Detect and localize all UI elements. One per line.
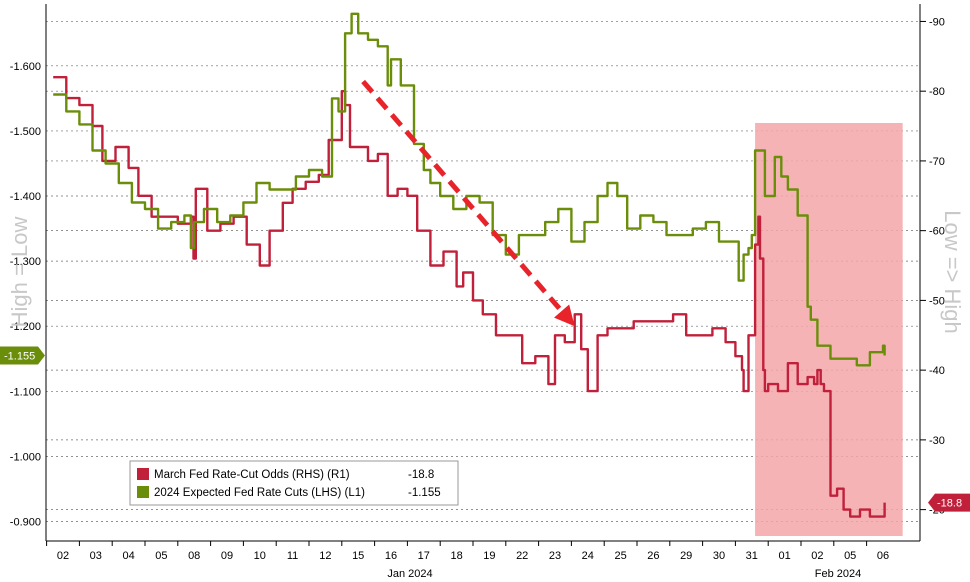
x-tick-label: 02 (811, 550, 823, 562)
highlight-region (755, 123, 903, 536)
gridlines (46, 21, 920, 522)
right-last-value-tag: -18.8 (928, 493, 970, 512)
x-tick-label: 29 (680, 550, 692, 562)
x-tick-label: 09 (221, 550, 233, 562)
x-tick-label: 26 (647, 550, 659, 562)
legend-value-expected-cuts: -1.155 (408, 487, 441, 499)
right-tick-label: -50 (929, 295, 945, 307)
month-label-feb: Feb 2024 (815, 568, 861, 580)
x-tick-label: 01 (778, 550, 790, 562)
x-tick-label: 31 (746, 550, 758, 562)
legend-value-march-odds: -18.8 (408, 469, 434, 481)
x-tick-label: 16 (385, 550, 397, 562)
x-tick-label: 15 (352, 550, 364, 562)
x-tick-label: 22 (516, 550, 528, 562)
left-tick-label: -1.300 (10, 256, 41, 268)
x-tick-label: 19 (483, 550, 495, 562)
trend-arrow (361, 79, 575, 327)
left-last-value-tag: -1.155 (0, 346, 45, 365)
x-tick-label: 25 (614, 550, 626, 562)
left-tick-label: -1.000 (10, 451, 41, 463)
left-tick-label: -1.600 (10, 61, 41, 73)
left-tag-value: -1.155 (4, 350, 35, 362)
x-tick-label: 02 (57, 550, 69, 562)
x-tick-label: 05 (844, 550, 856, 562)
right-side-label: Low => High (940, 210, 965, 334)
left-tick-label: -1.500 (10, 126, 41, 138)
left-tag-shape (0, 346, 45, 365)
legend-label-march-odds: March Fed Rate-Cut Odds (RHS) (R1) (154, 469, 350, 481)
legend: March Fed Rate-Cut Odds (RHS) (R1) -18.8… (129, 460, 459, 506)
x-tick-label: 23 (549, 550, 561, 562)
x-tick-label: 30 (713, 550, 725, 562)
x-tick-label: 12 (319, 550, 331, 562)
legend-swatch-expected-cuts (137, 486, 149, 498)
left-tick-label: -1.400 (10, 191, 41, 203)
left-tick-label: -1.100 (10, 386, 41, 398)
right-tick-label: -40 (929, 365, 945, 377)
legend-box (129, 460, 459, 506)
arrow-shaft (361, 79, 564, 313)
series-lines (53, 12, 886, 518)
x-tick-label: 04 (122, 550, 134, 562)
right-tick-label: -70 (929, 156, 945, 168)
right-tick-label: -80 (929, 86, 945, 98)
x-tick-label: 11 (287, 550, 298, 562)
left-axis: -1.600 -1.500 -1.400 -1.300 -1.200 -1.100 -1.0… (10, 4, 47, 541)
x-tick-label: 08 (188, 550, 200, 562)
month-label-jan: Jan 2024 (387, 568, 432, 580)
left-tick-label: -1.200 (10, 321, 41, 333)
legend-swatch-march-odds (137, 468, 149, 480)
left-tick-label: -0.900 (10, 516, 41, 528)
x-tick-label: 03 (90, 550, 102, 562)
right-tick-label: -90 (929, 16, 945, 28)
x-tick-label: 24 (582, 550, 594, 562)
right-tick-label: -60 (929, 226, 945, 238)
x-tick-label: 05 (155, 550, 167, 562)
legend-label-expected-cuts: 2024 Expected Fed Rate Cuts (LHS) (L1) (154, 487, 365, 499)
x-tick-label: 18 (450, 550, 462, 562)
right-tag-shape (928, 493, 970, 512)
series-line-march-odds (53, 76, 886, 518)
x-tick-label: 06 (877, 550, 889, 562)
x-tick-label: 17 (418, 550, 430, 562)
left-side-label: High = Low (7, 217, 32, 328)
x-tick-label: 10 (254, 550, 266, 562)
x-axis: 02 03 04 05 08 09 10 11 12 15 16 17 18 19 22 23 24 25 26 29… (46, 540, 920, 580)
series-line-expected-cuts (53, 12, 886, 367)
right-tag-value: -18.8 (937, 498, 962, 510)
arrow-head (554, 304, 575, 327)
right-tick-label: -30 (929, 435, 945, 447)
